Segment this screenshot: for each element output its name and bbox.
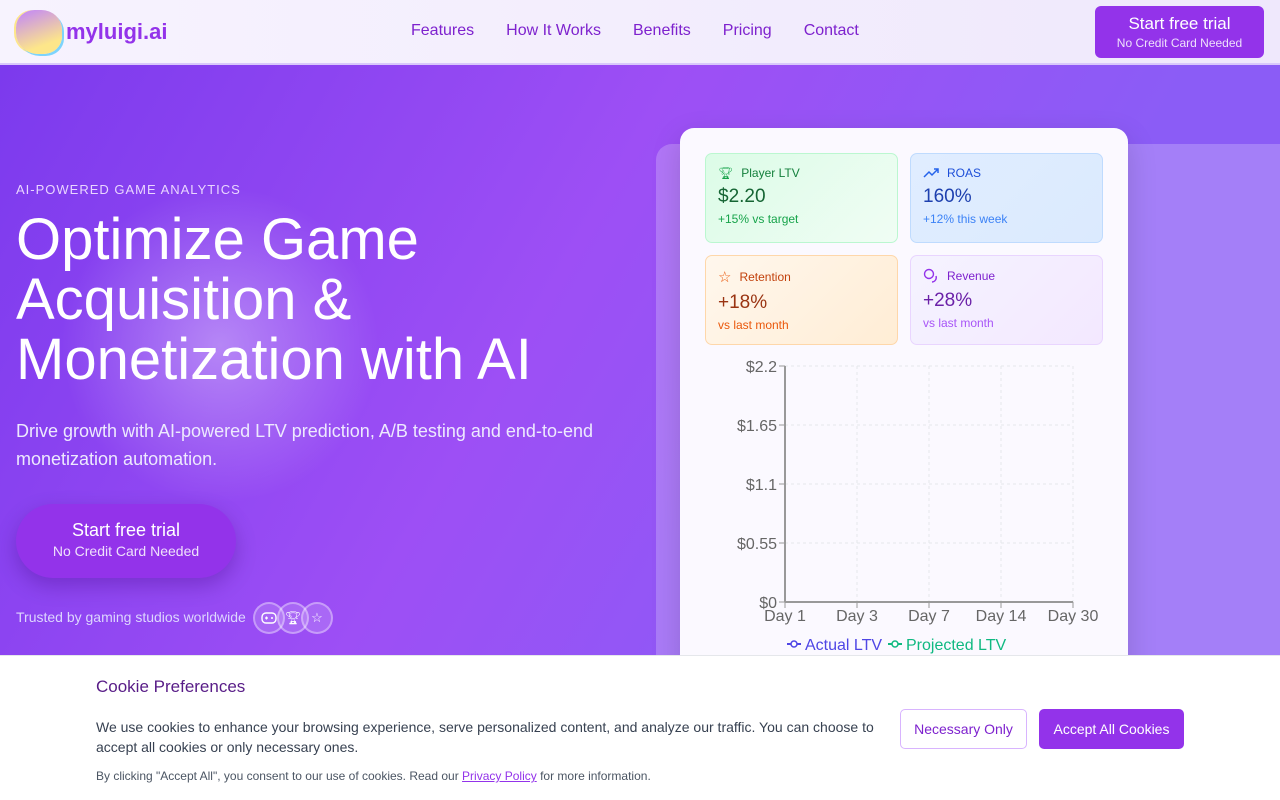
metric-value: 160% xyxy=(923,186,972,207)
metric-roas: ROAS 160% +12% this week xyxy=(910,153,1103,243)
metric-label: ROAS xyxy=(947,166,982,180)
metric-retention: ☆ Retention +18% vs last month xyxy=(705,255,898,345)
x-tick-label: Day 1 xyxy=(764,608,806,625)
legend-marker xyxy=(891,640,899,648)
hero-description: Drive growth with AI-powered LTV predict… xyxy=(16,421,593,469)
dashboard-card: 🏆︎ Player LTV $2.20 +15% vs target ROAS 1… xyxy=(680,128,1128,748)
cookie-banner: Cookie Preferences We use cookies to enh… xyxy=(0,655,1280,800)
hero-start-trial-button[interactable]: Start free trial No Credit Card Needed xyxy=(16,504,236,578)
nav-pricing[interactable]: Pricing xyxy=(722,22,772,39)
accept-all-cookies-button[interactable]: Accept All Cookies xyxy=(1039,709,1184,749)
trust-badges: 🏆︎ ☆ xyxy=(253,602,333,634)
hero-glow xyxy=(60,185,380,505)
metric-label: Player LTV xyxy=(741,166,800,180)
main-nav: Features How It Works Benefits Pricing C… xyxy=(411,22,859,40)
fine-text: By clicking "Accept All", you consent to… xyxy=(96,769,463,783)
site-header: myluigi.ai Features How It Works Benefit… xyxy=(0,0,1280,65)
metric-change: +15% vs target xyxy=(718,212,799,226)
necessary-only-button[interactable]: Necessary Only xyxy=(900,709,1027,749)
y-tick-label: $1.1 xyxy=(746,477,777,494)
y-tick-label: $1.65 xyxy=(737,418,777,435)
nav-how-it-works[interactable]: How It Works xyxy=(506,22,601,39)
metric-player-ltv: 🏆︎ Player LTV $2.20 +15% vs target xyxy=(705,153,898,243)
metric-change: vs last month xyxy=(718,318,789,332)
nav-features[interactable]: Features xyxy=(411,22,475,39)
metric-value: $2.20 xyxy=(718,186,766,207)
header-start-trial-button[interactable]: Start free trial No Credit Card Needed xyxy=(1095,6,1264,58)
coins-icon xyxy=(923,268,937,283)
cta-label: Start free trial xyxy=(1128,14,1231,33)
logo-mark xyxy=(16,10,62,54)
fine-text: for more information. xyxy=(536,769,651,783)
trusted-text: Trusted by gaming studios worldwide xyxy=(16,609,246,625)
cta-sublabel: No Credit Card Needed xyxy=(52,543,200,559)
legend-marker xyxy=(790,640,798,648)
metric-change: +12% this week xyxy=(923,212,1008,226)
nav-benefits[interactable]: Benefits xyxy=(632,22,691,39)
ltv-chart: $0 $0.55 $1.1 $1.65 $2.2 Day 1 Day 3 Day 7 Day 1… xyxy=(737,359,1099,654)
cookie-fine-print: By clicking "Accept All", you consent to… xyxy=(96,769,651,783)
star-icon: ☆ xyxy=(718,269,732,286)
trophy-icon: 🏆︎ xyxy=(718,166,734,180)
x-tick-label: Day 7 xyxy=(908,608,950,625)
metric-value: +18% xyxy=(718,292,768,313)
y-tick-label: $0 xyxy=(759,595,777,612)
x-tick-label: Day 14 xyxy=(976,608,1027,625)
privacy-policy-link[interactable]: Privacy Policy xyxy=(462,769,537,783)
hero-eyebrow: AI-POWERED GAME ANALYTICS xyxy=(16,182,241,197)
y-tick-label: $2.2 xyxy=(746,359,777,376)
metric-change: vs last month xyxy=(923,316,994,330)
cookie-title: Cookie Preferences xyxy=(96,677,246,696)
x-tick-label: Day 30 xyxy=(1048,608,1099,625)
hero-title: Optimize Game Acquisition & Monetization… xyxy=(16,207,532,392)
metric-label: Revenue xyxy=(947,269,996,283)
cta-sublabel: No Credit Card Needed xyxy=(1116,36,1243,50)
legend-label: Projected LTV xyxy=(906,637,1007,654)
cookie-text: We use cookies to enhance your browsing … xyxy=(96,719,874,755)
cta-label: Start free trial xyxy=(71,520,181,540)
metric-value: +28% xyxy=(923,290,973,311)
brand-name: myluigi.ai xyxy=(66,19,168,44)
metric-revenue: Revenue +28% vs last month xyxy=(910,255,1103,345)
trending-up-icon xyxy=(923,168,939,178)
y-tick-label: $0.55 xyxy=(737,536,777,553)
metric-label: Retention xyxy=(739,270,791,284)
logo[interactable]: myluigi.ai xyxy=(16,10,167,54)
nav-contact[interactable]: Contact xyxy=(803,22,859,39)
star-icon: ☆ xyxy=(301,602,333,634)
legend-label: Actual LTV xyxy=(805,637,882,654)
x-tick-label: Day 3 xyxy=(836,608,878,625)
